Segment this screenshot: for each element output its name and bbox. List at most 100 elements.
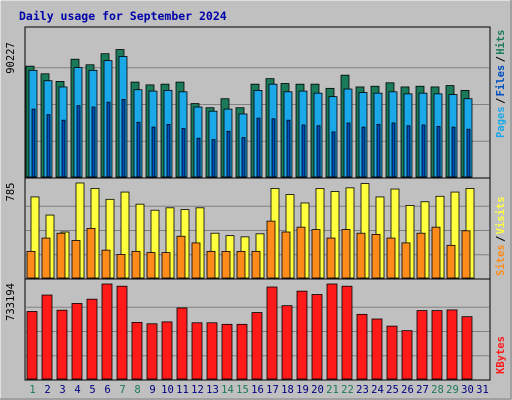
legend-label-slash: / [495, 236, 507, 242]
pages-bar [361, 126, 366, 178]
y-max-label: 785 [5, 183, 17, 202]
sites-bar [161, 252, 171, 279]
kbytes-bar [146, 323, 158, 380]
kbytes-bar [86, 298, 98, 380]
x-tick-label: 1 [29, 384, 35, 396]
x-tick-label: 4 [74, 384, 80, 396]
pages-bar [91, 106, 96, 178]
legend-label-kbytes: KBytes [495, 336, 507, 374]
kbytes-bar [356, 313, 368, 380]
kbytes-bar [461, 316, 473, 380]
legend-label-slash: / [495, 98, 507, 104]
x-tick-label: 26 [401, 384, 414, 396]
sites-bar [431, 226, 441, 279]
legend-label-pages: Pages [495, 106, 507, 138]
x-tick-label: 15 [236, 384, 249, 396]
x-tick-label: 21 [326, 384, 339, 396]
sites-bar [446, 244, 456, 279]
pages-bar [391, 122, 396, 178]
pages-bar [331, 131, 336, 178]
x-tick-label: 14 [221, 384, 234, 396]
x-tick-label: 24 [371, 384, 384, 396]
kbytes-bar [26, 311, 38, 380]
legend-label-sites: Sites [495, 244, 507, 276]
pages-bar [151, 126, 156, 178]
pages-bar [136, 121, 141, 178]
kbytes-bar [386, 325, 398, 380]
x-tick-label: 31 [476, 384, 489, 396]
x-tick-label: 12 [191, 384, 204, 396]
sites-bar [56, 232, 66, 279]
kbytes-bar [206, 322, 218, 380]
kbytes-bar [71, 303, 83, 380]
pages-bar [226, 130, 231, 178]
kbytes-bar [176, 307, 188, 380]
pages-bar [466, 128, 471, 178]
chart-title: Daily usage for September 2024 [19, 9, 227, 23]
kbytes-bar [101, 283, 113, 380]
x-tick-label: 22 [341, 384, 354, 396]
sites-bar [116, 254, 126, 279]
x-tick-label: 9 [149, 384, 155, 396]
pages-bar [316, 125, 321, 178]
pages-bar [61, 119, 66, 178]
pages-bar [196, 137, 201, 178]
sites-bar [266, 220, 276, 279]
kbytes-bar [416, 310, 428, 380]
x-tick-label: 17 [266, 384, 279, 396]
x-tick-label: 8 [134, 384, 140, 396]
pages-bar [376, 123, 381, 178]
sites-bar [371, 234, 381, 279]
sites-bar [131, 250, 141, 279]
sites-bar [281, 231, 291, 279]
pages-bar [421, 124, 426, 178]
sites-bar [401, 242, 411, 279]
x-axis-labels: 1 2 3 4 5 6 7 8 9 10 11 12 13 14 15 16 17 18 19 20 21 22 23 24 2… [29, 384, 488, 396]
sites-bar [41, 237, 51, 279]
x-tick-label: 11 [176, 384, 189, 396]
kbytes-bar [446, 309, 458, 380]
pages-bar [211, 139, 216, 178]
x-tick-label: 13 [206, 384, 219, 396]
kbytes-bar [191, 322, 203, 380]
sites-bar [341, 229, 351, 279]
kbytes-bar [251, 312, 263, 380]
sites-bar [176, 235, 186, 279]
x-tick-label: 25 [386, 384, 399, 396]
y-max-label: 90227 [5, 42, 17, 74]
sites-bar [206, 250, 216, 279]
x-tick-label: 3 [59, 384, 65, 396]
y-max-labels: 90227 785 733194 [5, 42, 17, 321]
kbytes-bar [116, 285, 128, 380]
sites-bar [416, 232, 426, 279]
sites-bar [26, 250, 36, 279]
chart-panels [24, 26, 491, 381]
sites-bar [86, 227, 96, 279]
pages-bar [106, 101, 111, 178]
sites-bar [386, 237, 396, 279]
sites-bar [221, 250, 231, 279]
legend-label-slash: / [495, 56, 507, 62]
x-tick-label: 23 [356, 384, 369, 396]
x-tick-label: 18 [281, 384, 294, 396]
pages-bar [181, 128, 186, 178]
kbytes-bar [41, 294, 53, 380]
x-tick-label: 10 [161, 384, 174, 396]
kbytes-bar [371, 318, 383, 380]
pages-bar [271, 118, 276, 178]
kbytes-bar [341, 285, 353, 380]
sites-bar [101, 249, 111, 279]
sites-bar [71, 240, 81, 279]
sites-bar [461, 230, 471, 279]
kbytes-bar [401, 330, 413, 380]
x-tick-label: 28 [431, 384, 444, 396]
pages-bar [121, 99, 126, 178]
x-tick-label: 7 [119, 384, 125, 396]
x-tick-label: 29 [446, 384, 459, 396]
kbytes-bar [131, 321, 143, 380]
sites-bar [296, 226, 306, 279]
x-tick-label: 16 [251, 384, 264, 396]
x-tick-label: 5 [89, 384, 95, 396]
